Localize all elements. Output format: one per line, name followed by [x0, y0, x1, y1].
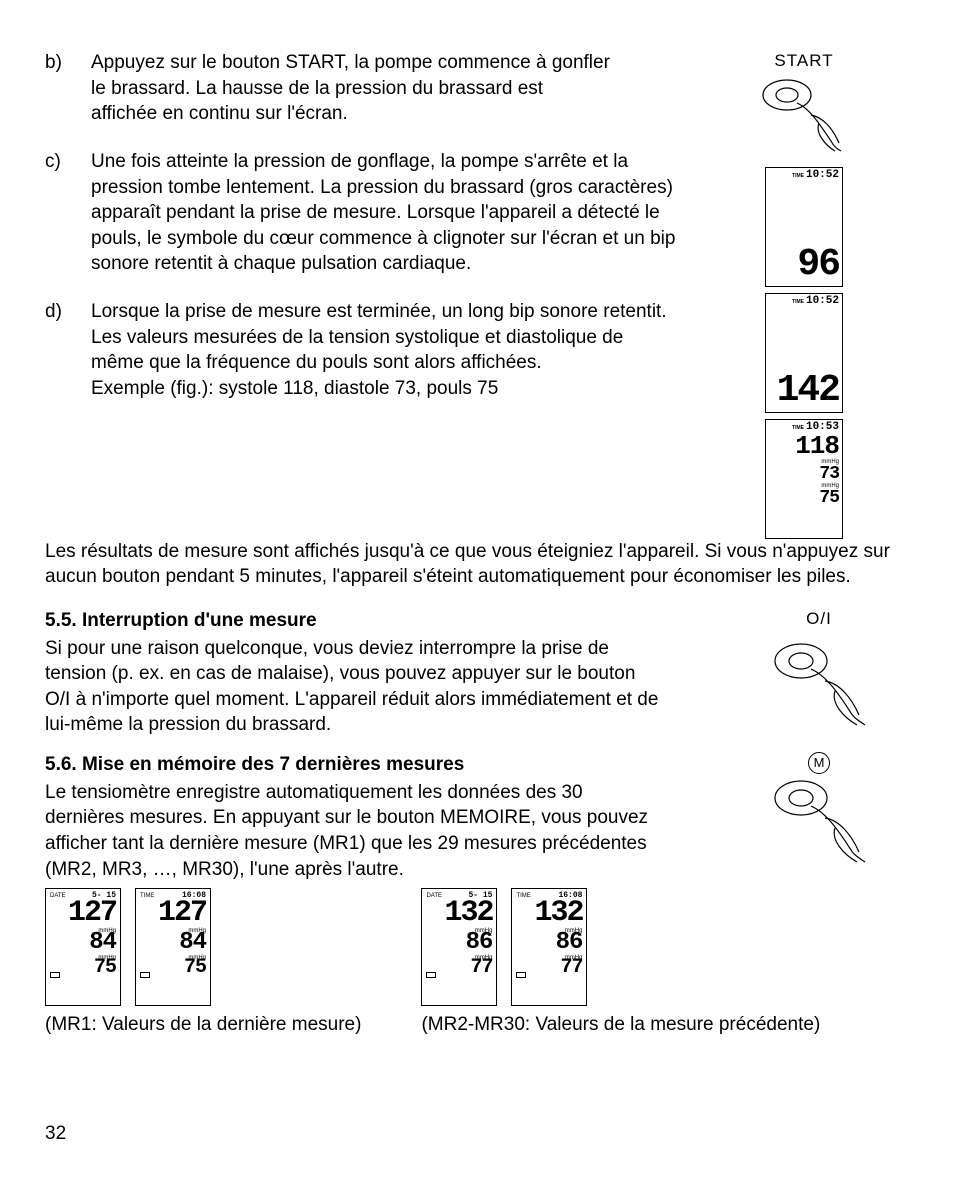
- mr2-caption: (MR2-MR30: Valeurs de la mesure précéden…: [421, 1012, 820, 1038]
- marker-b: b): [45, 50, 73, 127]
- lcd-result: TIME10:53 118 mmHg 73 mmHg 75: [765, 419, 843, 539]
- list-item-d: d) Lorsque la prise de mesure est termin…: [45, 299, 679, 402]
- page-number: 32: [45, 1121, 66, 1147]
- start-button-illustration: START: [759, 50, 849, 161]
- lcd-inflating: TIME10:52 96: [765, 167, 843, 287]
- mr2-date-lcd: DATE5- 15 132 mmHg 86 mmHg 77: [421, 888, 497, 1006]
- finger-press-oi-icon: [769, 637, 869, 727]
- section-5-5-text: Si pour une raison quelconque, vous devi…: [45, 636, 665, 739]
- finger-press-m-icon: [769, 774, 869, 864]
- mr2-time-lcd: TIME16:08 132 mmHg 86 mmHg 77: [511, 888, 587, 1006]
- mr1-date-lcd: DATE5- 15 127 mmHg 84 mmHg 75: [45, 888, 121, 1006]
- results-paragraph: Les résultats de mesure sont affichés ju…: [45, 539, 909, 590]
- text-b: Appuyez sur le bouton START, la pompe co…: [91, 50, 611, 127]
- lcd-measuring: TIME10:52 142: [765, 293, 843, 413]
- marker-c: c): [45, 149, 73, 277]
- mr1-caption: (MR1: Valeurs de la dernière mesure): [45, 1012, 361, 1038]
- finger-press-icon: [759, 73, 849, 153]
- section-5-5-title: 5.5. Interruption d'une mesure: [45, 608, 709, 634]
- section-5-6-text: Le tensiomètre enregistre automatiquemen…: [45, 780, 665, 883]
- list-item-c: c) Une fois atteinte la pression de gonf…: [45, 149, 679, 277]
- m-button-icon: M: [808, 752, 830, 774]
- text-d: Lorsque la prise de mesure est terminée,…: [91, 299, 679, 402]
- list-item-b: b) Appuyez sur le bouton START, la pompe…: [45, 50, 679, 127]
- mr1-time-lcd: TIME16:08 127 mmHg 84 mmHg 75: [135, 888, 211, 1006]
- memory-displays: DATE5- 15 127 mmHg 84 mmHg 75 TIME16:08 …: [45, 888, 909, 1038]
- oi-label: O/I: [806, 608, 832, 631]
- start-label: START: [759, 50, 849, 73]
- marker-d: d): [45, 299, 73, 402]
- section-5-6-title: 5.6. Mise en mémoire des 7 dernières mes…: [45, 752, 709, 778]
- text-c: Une fois atteinte la pression de gonflag…: [91, 149, 679, 277]
